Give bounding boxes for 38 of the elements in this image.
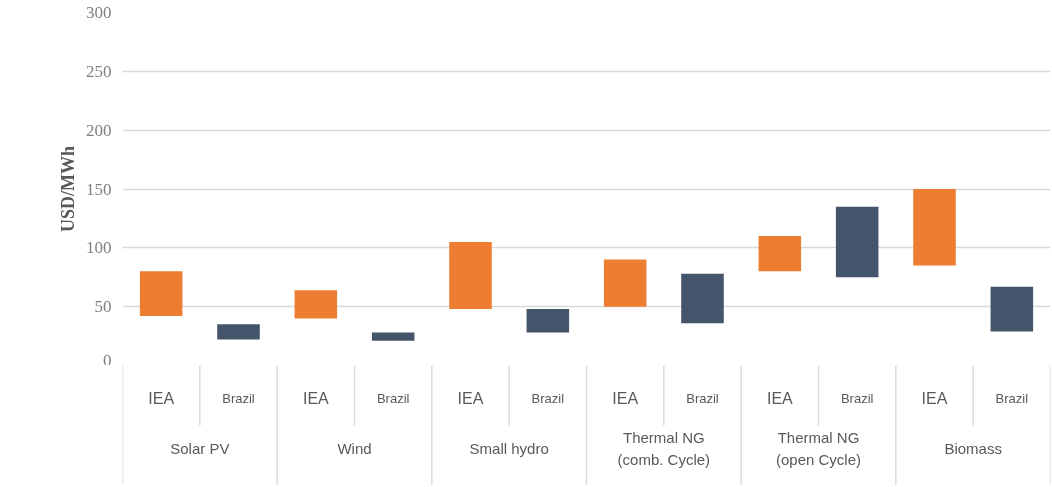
y-axis-title: USD/MWh xyxy=(58,145,78,232)
bar xyxy=(139,271,183,317)
bar xyxy=(990,286,1034,332)
bar xyxy=(294,290,338,319)
y-tick-label: 300 xyxy=(86,3,112,22)
bar xyxy=(835,206,879,278)
y-tick-label: 150 xyxy=(86,179,112,199)
x-tick-label: Brazil xyxy=(222,391,255,406)
x-tick-label: Brazil xyxy=(686,391,719,406)
y-tick-label: 100 xyxy=(86,238,112,258)
y-tick-label: 200 xyxy=(86,120,112,140)
x-tick-label: IEA xyxy=(302,390,330,407)
y-tick-label: 0 xyxy=(103,350,112,370)
y-tick-label: 50 xyxy=(94,297,112,317)
bar xyxy=(603,259,647,307)
x-tick-label: IEA xyxy=(457,390,484,407)
bar xyxy=(913,189,956,266)
text: Thermal NG (open Cycle) xyxy=(775,428,862,468)
bar xyxy=(681,273,724,324)
x-tick-label: IEA xyxy=(766,390,794,407)
bar xyxy=(526,309,570,333)
text: Small hydro xyxy=(469,439,549,457)
x-tick-label: Brazil xyxy=(531,391,565,406)
x-tick-label: IEA xyxy=(612,390,639,407)
bar xyxy=(217,324,260,340)
text: Wind xyxy=(337,439,372,457)
bar xyxy=(758,236,802,272)
x-tick-label: Brazil xyxy=(840,391,874,406)
text: Solar PV xyxy=(170,439,230,457)
y-tick-label: 250 xyxy=(86,61,112,81)
x-tick-label: Brazil xyxy=(995,391,1029,406)
bar xyxy=(449,241,492,310)
bar xyxy=(371,332,415,341)
x-tick-label: IEA xyxy=(148,390,175,407)
text: Biomass xyxy=(944,439,1002,457)
x-tick-label: IEA xyxy=(921,390,948,407)
text: Thermal NG (comb. Cycle) xyxy=(617,428,711,468)
x-tick-label: Brazil xyxy=(376,391,410,406)
